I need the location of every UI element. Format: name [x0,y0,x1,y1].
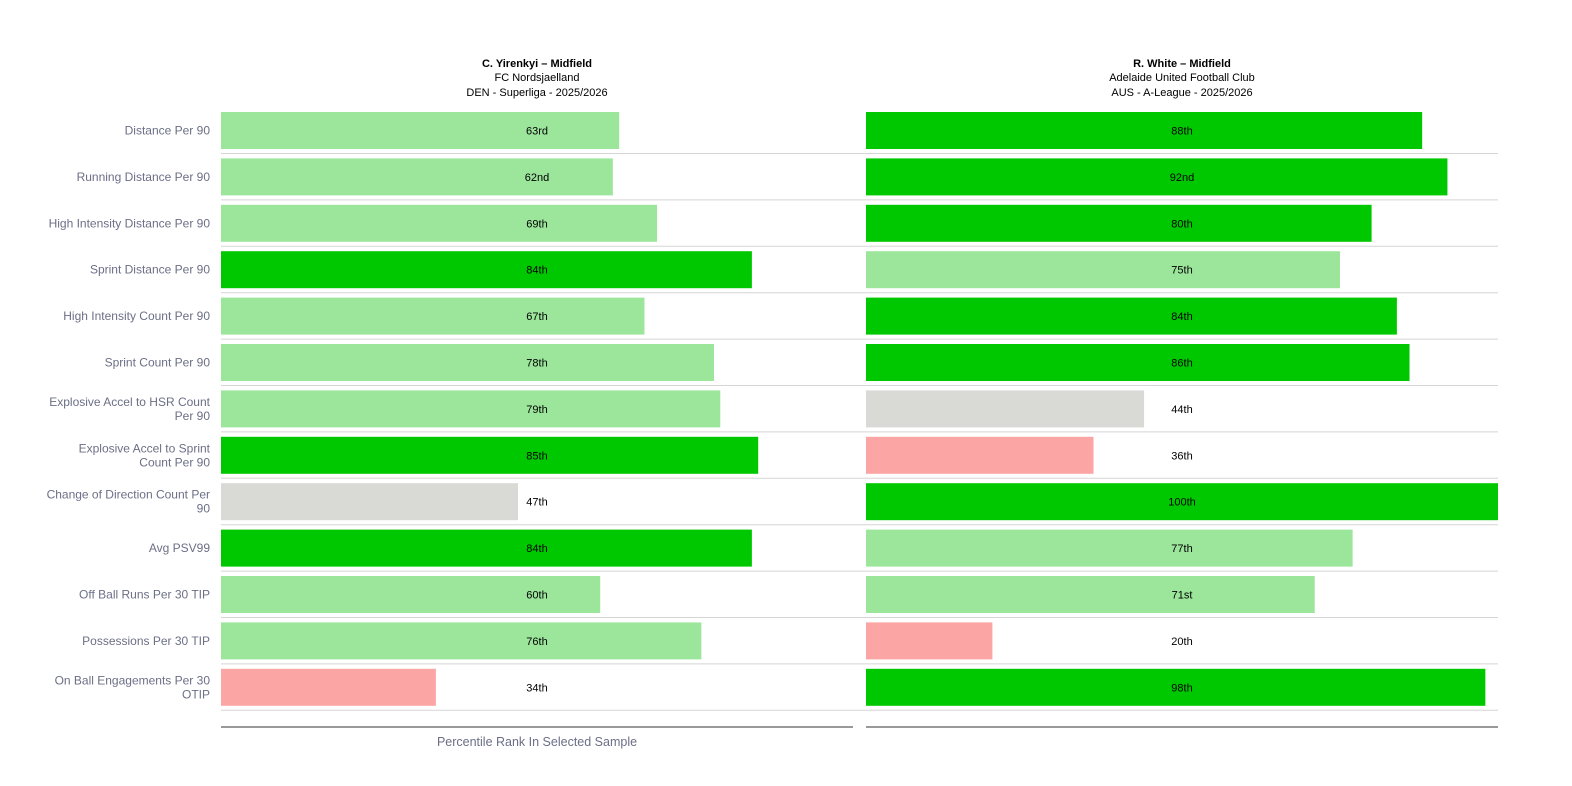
metric-label: Sprint Count Per 90 [105,356,211,370]
metric-label-line: On Ball Engagements Per 30 [55,673,211,687]
bar [866,668,1486,706]
bar [866,251,1340,289]
bar [221,668,436,706]
bar [221,158,613,196]
bar [866,297,1397,335]
metric-label: High Intensity Count Per 90 [63,309,210,323]
bar-value-label: 84th [526,543,547,555]
bar [866,483,1498,521]
metric-label-line: High Intensity Count Per 90 [63,309,210,323]
bar-value-label: 60th [526,590,547,602]
metric-label-line: Sprint Distance Per 90 [90,263,210,277]
bar [221,390,721,428]
bar [866,622,993,660]
metric-label: Explosive Accel to Sprint Count Per 90 [79,441,211,469]
metric-label-line: Per 90 [175,409,211,423]
metric-label: Avg PSV99 [149,541,210,555]
bar [221,344,714,381]
metric-label-line: Avg PSV99 [149,541,210,555]
bar-value-label: 92nd [1170,172,1194,184]
panel-headers: C. Yirenkyi – Midfield FC Nordsjaelland DE… [466,58,1254,99]
bar-value-label: 75th [1171,265,1192,277]
bar [866,436,1094,474]
bar [221,204,658,242]
bar [866,576,1315,613]
bar-value-label: 71st [1172,590,1193,602]
metric-label: Sprint Distance Per 90 [90,263,210,277]
metric-label: Possessions Per 30 TIP [82,634,210,648]
bar-value-label: 78th [526,358,547,370]
row-dividers [221,153,1498,711]
metric-label-line: Off Ball Runs Per 30 TIP [79,588,210,602]
metric-label: Explosive Accel to HSR Count Per 90 [49,395,210,423]
bar [866,344,1410,381]
bar-value-label: 63rd [526,126,548,138]
bar [866,158,1448,196]
metric-label-line: Explosive Accel to Sprint [79,441,211,455]
player-competition: AUS - A-League - 2025/2026 [1111,87,1252,99]
bar [866,529,1353,567]
metric-label-line: Count Per 90 [139,455,210,469]
bar-value-label: 88th [1171,126,1192,138]
player-team: Adelaide United Football Club [1109,72,1255,84]
bar-value-label: 34th [526,682,547,694]
bars [221,112,1498,706]
bar [221,251,752,289]
bar-value-label: 98th [1171,682,1192,694]
metric-label-line: Sprint Count Per 90 [105,356,211,370]
bar-value-label: 84th [526,265,547,277]
player-name: R. White – Midfield [1133,58,1231,70]
player-team: FC Nordsjaelland [495,72,580,84]
bar [866,390,1145,428]
metric-label: Distance Per 90 [125,124,211,138]
bar [866,204,1372,242]
bar-value-label: 69th [526,218,547,230]
bar-value-label: 44th [1171,404,1192,416]
metric-label: High Intensity Distance Per 90 [49,216,211,230]
bar-value-label: 84th [1171,311,1192,323]
metric-label: On Ball Engagements Per 30 OTIP [55,673,211,701]
bar-value-label: 85th [526,450,547,462]
metric-label-line: Explosive Accel to HSR Count [49,395,210,409]
metric-label: Off Ball Runs Per 30 TIP [79,588,210,602]
metric-label: Running Distance Per 90 [77,170,211,184]
bar [221,436,759,474]
bar-value-label: 100th [1168,497,1196,509]
metric-label-line: Distance Per 90 [125,124,211,138]
metric-labels: Distance Per 90 Running Distance Per 90 Hi… [47,124,211,702]
bar-value-label: 67th [526,311,547,323]
bar-value-labels: 63rd 62nd 69th 84th 67th 78th 79th 85th 47th 84th… [525,126,1196,695]
bar-value-label: 80th [1171,218,1192,230]
metric-label: Change of Direction Count Per 90 [47,488,211,516]
x-axes: Percentile Rank In Selected Sample [221,726,1498,749]
metric-label-line: 90 [197,502,211,516]
bar [221,622,702,660]
bar-value-label: 36th [1171,450,1192,462]
metric-label-line: Change of Direction Count Per [47,488,210,502]
bar [866,112,1423,149]
bar-value-label: 47th [526,497,547,509]
bar-value-label: 77th [1171,543,1192,555]
metric-label-line: High Intensity Distance Per 90 [49,216,211,230]
bar-value-label: 79th [526,404,547,416]
player-name: C. Yirenkyi – Midfield [482,58,592,70]
metric-label-line: Possessions Per 30 TIP [82,634,210,648]
x-axis-label: Percentile Rank In Selected Sample [437,735,637,749]
bar [221,297,645,335]
bar-value-label: 76th [526,636,547,648]
bar-value-label: 20th [1171,636,1192,648]
metric-label-line: Running Distance Per 90 [77,170,211,184]
bar [221,529,752,567]
player-competition: DEN - Superliga - 2025/2026 [466,87,607,99]
bar [221,112,620,149]
bar-value-label: 86th [1171,358,1192,370]
bar [221,483,519,521]
metric-label-line: OTIP [182,687,210,701]
bar [221,576,601,613]
bar-value-label: 62nd [525,172,549,184]
